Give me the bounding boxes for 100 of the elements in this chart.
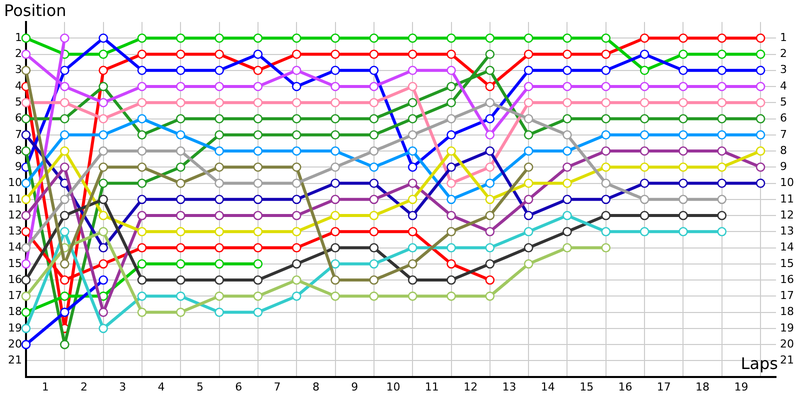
point	[640, 114, 650, 124]
point	[253, 292, 263, 301]
point	[137, 308, 147, 317]
point	[756, 162, 766, 172]
point	[485, 98, 495, 108]
point	[60, 114, 70, 124]
y-tick-label: 1	[14, 30, 22, 44]
point	[756, 66, 766, 76]
point	[717, 33, 727, 43]
point	[678, 210, 688, 220]
y-tick-label: 21	[8, 354, 22, 367]
point	[524, 210, 534, 220]
point	[98, 243, 108, 252]
point	[562, 146, 572, 156]
y-tick-label: 8	[14, 144, 22, 157]
point	[717, 130, 727, 140]
point	[60, 292, 70, 301]
point	[253, 275, 263, 285]
y2-tick-label: 21	[780, 354, 794, 367]
point	[137, 178, 147, 188]
x-tick-label: 16	[618, 380, 632, 394]
point	[292, 194, 302, 204]
point	[330, 146, 340, 156]
y2-tick-label: 15	[780, 256, 794, 270]
y-tick-label: 17	[8, 289, 22, 302]
point	[253, 178, 263, 188]
point	[446, 227, 456, 236]
point	[640, 210, 650, 220]
point	[292, 130, 302, 140]
point	[176, 50, 186, 59]
point	[678, 162, 688, 172]
point	[60, 194, 70, 204]
point	[485, 146, 495, 156]
point	[330, 194, 340, 204]
point	[756, 114, 766, 124]
point	[446, 146, 456, 156]
point	[640, 162, 650, 172]
y2-tick-label: 10	[780, 176, 794, 190]
point	[176, 114, 186, 124]
x-tick-label: 17	[656, 380, 671, 394]
y2-tick-label: 17	[780, 289, 794, 302]
y2-tick-label: 3	[780, 63, 788, 76]
point	[60, 275, 70, 285]
point	[446, 82, 456, 92]
point	[369, 114, 379, 124]
point	[253, 210, 263, 220]
point	[98, 259, 108, 269]
point	[485, 194, 495, 204]
point	[253, 146, 263, 156]
point	[717, 178, 727, 188]
point	[21, 33, 31, 43]
point	[98, 162, 108, 172]
point	[640, 178, 650, 188]
y-tick-label: 13	[8, 224, 22, 238]
point	[678, 146, 688, 156]
point	[562, 178, 572, 188]
point	[408, 194, 418, 204]
point	[21, 130, 31, 140]
point	[21, 340, 31, 350]
point	[369, 33, 379, 43]
point	[640, 82, 650, 92]
point	[176, 66, 186, 76]
point	[137, 33, 147, 43]
y-tick-label: 16	[8, 272, 22, 286]
point	[253, 33, 263, 43]
point	[176, 292, 186, 301]
point	[176, 194, 186, 204]
y-tick-label: 20	[8, 337, 22, 350]
y-tick-label: 3	[14, 63, 22, 76]
point	[176, 98, 186, 108]
y2-tick-label: 2	[780, 47, 788, 60]
point	[717, 194, 727, 204]
point	[678, 194, 688, 204]
point	[408, 259, 418, 269]
point	[214, 50, 224, 59]
point	[137, 130, 147, 140]
point	[524, 194, 534, 204]
point	[330, 66, 340, 76]
y2-tick-label: 6	[780, 112, 788, 125]
point	[21, 275, 31, 285]
point	[369, 194, 379, 204]
point	[98, 130, 108, 140]
point	[137, 50, 147, 59]
point	[369, 292, 379, 301]
point	[756, 50, 766, 59]
point	[678, 178, 688, 188]
x-tick-label: 7	[274, 380, 281, 394]
point	[524, 33, 534, 43]
point	[408, 210, 418, 220]
point	[601, 227, 611, 236]
point	[678, 82, 688, 92]
y-tick-label: 2	[14, 47, 22, 60]
point	[562, 82, 572, 92]
point	[369, 66, 379, 76]
point	[176, 146, 186, 156]
point	[330, 162, 340, 172]
point	[137, 292, 147, 301]
point	[446, 114, 456, 124]
point	[214, 243, 224, 252]
point	[292, 275, 302, 285]
